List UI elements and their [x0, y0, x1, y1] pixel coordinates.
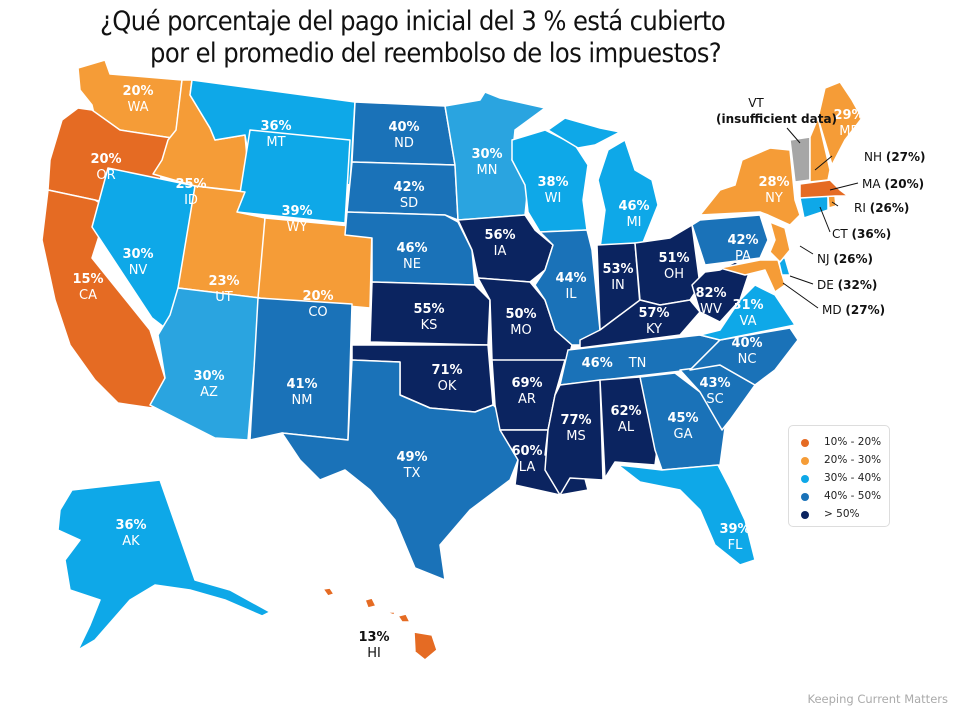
- label-HI: 13% HI: [358, 629, 390, 661]
- legend-dot-icon: [801, 457, 809, 465]
- state-MI[interactable]: [597, 139, 659, 249]
- state-KY[interactable]: [579, 299, 701, 349]
- legend-dot-icon: [801, 439, 809, 447]
- state-GA[interactable]: [639, 372, 726, 471]
- state-SD[interactable]: [346, 161, 459, 221]
- label-VA: 31% VA: [732, 297, 764, 329]
- label-ND: 40% ND: [388, 119, 420, 151]
- page-title-line-2: por el promedio del reembolso de los imp…: [150, 38, 722, 69]
- label-NY: 28% NY: [758, 174, 790, 206]
- label-IL: 44% IL: [555, 270, 587, 302]
- label-WY: 39% WY: [281, 203, 313, 235]
- label-FL: 39% FL: [719, 521, 751, 553]
- label-OR: 20% OR: [90, 151, 122, 183]
- state-WY[interactable]: [236, 129, 351, 224]
- label-SD: 42% SD: [393, 179, 425, 211]
- state-ME[interactable]: [817, 81, 863, 166]
- label-KY: 57% KY: [638, 305, 670, 337]
- label-GA: 45% GA: [667, 410, 699, 442]
- state-NH[interactable]: [809, 117, 831, 183]
- label-NE: 46% NE: [396, 240, 428, 272]
- state-KS[interactable]: [369, 281, 491, 346]
- label-AK: 36% AK: [115, 517, 147, 549]
- label-LA: 60% LA: [511, 443, 543, 475]
- callout-NH: NH (27%): [864, 150, 926, 164]
- label-AZ: 30% AZ: [193, 368, 225, 400]
- callout-MD: MD (27%): [822, 303, 886, 317]
- label-NM: 41% NM: [286, 376, 318, 408]
- label-WV: 82% WV: [695, 285, 727, 317]
- page-title-line-1: ¿Qué porcentaje del pago inicial del 3 %…: [100, 6, 726, 37]
- callout-NJ: NJ (26%): [817, 252, 874, 266]
- legend-dot-icon: [801, 475, 809, 483]
- legend-item: > 50%: [789, 508, 889, 522]
- state-NY[interactable]: [699, 147, 801, 226]
- legend-item: 40% - 50%: [789, 490, 889, 504]
- label-TX: 49% TX: [396, 449, 428, 481]
- legend: 10% - 20% 20% - 30% 30% - 40% 40% - 50% …: [788, 425, 890, 527]
- label-OH: 51% OH: [658, 250, 690, 282]
- label-CO: 20% CO: [302, 288, 334, 320]
- state-VA[interactable]: [699, 284, 796, 341]
- state-HI[interactable]: [322, 587, 438, 661]
- label-AR: 69% AR: [511, 375, 543, 407]
- legend-item: 20% - 30%: [789, 454, 889, 468]
- state-FL[interactable]: [617, 464, 756, 566]
- label-NC: 40% NC: [731, 335, 763, 367]
- label-ME: 29% ME: [833, 107, 865, 139]
- state-MI-up[interactable]: [547, 117, 621, 149]
- callout-VT-abbr: VT: [748, 96, 764, 110]
- label-TN: 46% TN: [581, 355, 647, 371]
- callout-CT: CT (36%): [832, 227, 892, 241]
- label-IA: 56% IA: [484, 227, 516, 259]
- callout-VT-note: (insufficient data): [716, 112, 838, 127]
- state-TX[interactable]: [281, 359, 519, 581]
- state-CO[interactable]: [257, 217, 373, 309]
- state-PA[interactable]: [691, 214, 769, 266]
- label-UT: 23% UT: [208, 273, 240, 305]
- callout-VT: VT (insufficient data): [716, 95, 838, 127]
- callout-DE: DE (32%): [817, 278, 878, 292]
- label-MO: 50% MO: [505, 306, 537, 338]
- label-WI: 38% WI: [537, 174, 569, 206]
- legend-dot-icon: [801, 493, 809, 501]
- state-NJ[interactable]: [769, 221, 791, 263]
- legend-dot-icon: [801, 511, 809, 519]
- state-MD[interactable]: [719, 259, 786, 293]
- label-PA: 42% PA: [727, 232, 759, 264]
- label-MN: 30% MN: [471, 146, 503, 178]
- label-IN: 53% IN: [602, 261, 634, 293]
- label-AL: 62% AL: [610, 403, 642, 435]
- label-ID: 25% ID: [175, 176, 207, 208]
- legend-item: 10% - 20%: [789, 436, 889, 450]
- label-CA: 15% CA: [72, 271, 104, 303]
- legend-item: 30% - 40%: [789, 472, 889, 486]
- label-MT: 36% MT: [260, 118, 292, 150]
- label-SC: 43% SC: [699, 375, 731, 407]
- label-MI: 46% MI: [618, 198, 650, 230]
- label-WA: 20% WA: [122, 83, 154, 115]
- state-MA[interactable]: [799, 179, 849, 199]
- callout-MA: MA (20%): [862, 177, 925, 191]
- label-KS: 55% KS: [413, 301, 445, 333]
- state-IL[interactable]: [534, 229, 601, 346]
- label-MS: 77% MS: [560, 412, 592, 444]
- state-NM[interactable]: [249, 297, 353, 441]
- label-NV: 30% NV: [122, 246, 154, 278]
- state-AK[interactable]: [57, 479, 271, 651]
- callout-RI: RI (26%): [854, 201, 910, 215]
- label-OK: 71% OK: [431, 362, 463, 394]
- footer-credit: Keeping Current Matters: [807, 692, 949, 706]
